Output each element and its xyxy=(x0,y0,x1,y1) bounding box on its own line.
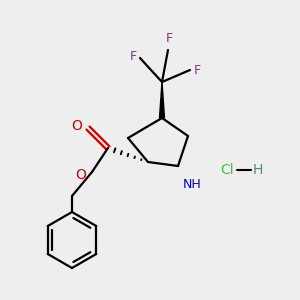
Text: F: F xyxy=(165,32,172,45)
Text: Cl: Cl xyxy=(220,163,234,177)
Text: H: H xyxy=(253,163,263,177)
Text: F: F xyxy=(130,50,137,64)
Text: O: O xyxy=(75,168,86,182)
Polygon shape xyxy=(160,82,164,118)
Text: F: F xyxy=(194,64,201,77)
Text: O: O xyxy=(71,119,82,133)
Text: NH: NH xyxy=(183,178,202,191)
